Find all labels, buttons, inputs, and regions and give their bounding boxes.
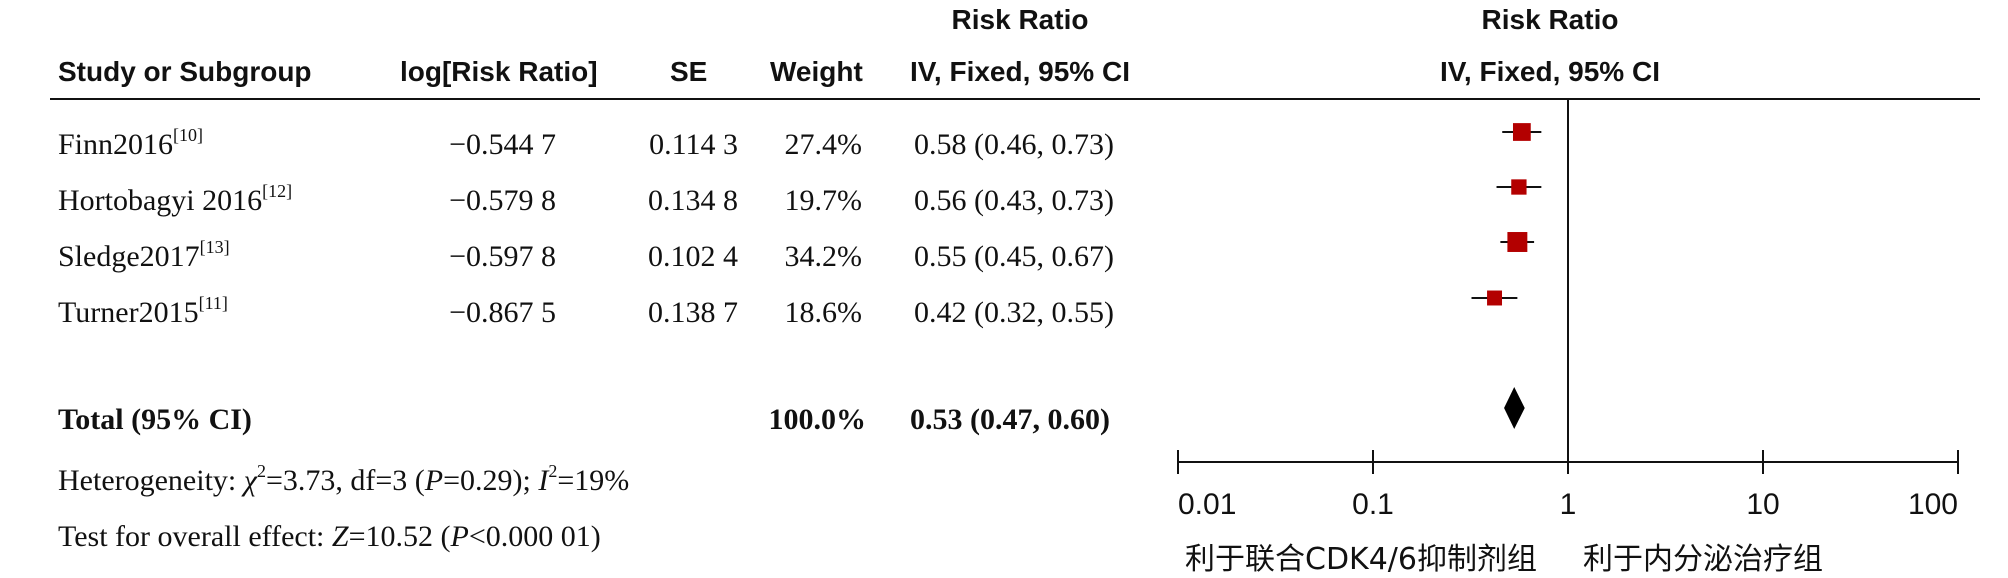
- se-column-header: SE: [670, 56, 708, 87]
- pooled-estimate-diamond: [1504, 387, 1525, 429]
- plot-title: Risk Ratio: [1481, 4, 1619, 35]
- favours-left-label: 利于联合CDK4/6抑制剂组: [1185, 542, 1538, 577]
- weight-value: 34.2%: [784, 240, 863, 273]
- weight-column-header: Weight: [770, 56, 863, 87]
- study-name: Finn2016[10]: [58, 125, 204, 161]
- risk-ratio-column-title: Risk Ratio: [951, 4, 1089, 35]
- study-name: Hortobagyi 2016[12]: [58, 181, 293, 217]
- log-risk-ratio-value: −0.597 8: [449, 240, 556, 273]
- x-axis-tick-label: 0.01: [1178, 488, 1236, 521]
- overall-effect-statistic: Test for overall effect: Z=10.52 (P<0.00…: [58, 520, 601, 553]
- total-risk-ratio-ci: 0.53 (0.47, 0.60): [910, 403, 1110, 436]
- log-risk-ratio-column-header: log[Risk Ratio]: [400, 56, 598, 87]
- x-axis-tick-label: 0.1: [1352, 488, 1394, 521]
- risk-ratio-ci-value: 0.55 (0.45, 0.67): [914, 240, 1114, 273]
- study-reference: [11]: [198, 293, 228, 313]
- log-risk-ratio-value: −0.544 7: [449, 128, 556, 161]
- risk-ratio-ci-value: 0.58 (0.46, 0.73): [914, 128, 1114, 161]
- study-name: Sledge2017[13]: [58, 237, 230, 273]
- se-value: 0.102 4: [648, 240, 738, 273]
- risk-ratio-ci-value: 0.56 (0.43, 0.73): [914, 184, 1114, 217]
- study-point-marker: [1487, 290, 1503, 306]
- risk-ratio-method-header: IV, Fixed, 95% CI: [910, 56, 1130, 87]
- study-name: Turner2015[11]: [58, 293, 228, 329]
- total-label: Total (95% CI): [58, 403, 252, 436]
- study-point-marker: [1507, 232, 1528, 252]
- study-point-marker: [1511, 179, 1527, 195]
- log-risk-ratio-value: −0.579 8: [449, 184, 556, 217]
- weight-value: 19.7%: [784, 184, 863, 217]
- x-axis-tick-label: 1: [1560, 488, 1577, 521]
- header-rule: [50, 98, 1980, 100]
- study-reference: [10]: [173, 125, 204, 145]
- se-value: 0.114 3: [649, 128, 738, 161]
- log-risk-ratio-value: −0.867 5: [449, 296, 556, 329]
- x-axis-tick-label: 100: [1908, 488, 1958, 521]
- study-point-marker: [1512, 123, 1531, 141]
- weight-value: 27.4%: [784, 128, 863, 161]
- se-value: 0.134 8: [648, 184, 738, 217]
- study-column-header: Study or Subgroup: [58, 56, 312, 87]
- weight-value: 18.6%: [784, 296, 863, 329]
- study-reference: [12]: [262, 181, 293, 201]
- study-reference: [13]: [199, 237, 230, 257]
- total-weight: 100.0%: [768, 403, 867, 436]
- se-value: 0.138 7: [648, 296, 738, 329]
- favours-right-label: 利于内分泌治疗组: [1583, 542, 1823, 577]
- risk-ratio-ci-value: 0.42 (0.32, 0.55): [914, 296, 1114, 329]
- plot-method-header: IV, Fixed, 95% CI: [1440, 56, 1660, 87]
- x-axis-tick-label: 10: [1746, 488, 1779, 521]
- heterogeneity-statistic: Heterogeneity: χ2=3.73, df=3 (P=0.29); I…: [58, 461, 630, 497]
